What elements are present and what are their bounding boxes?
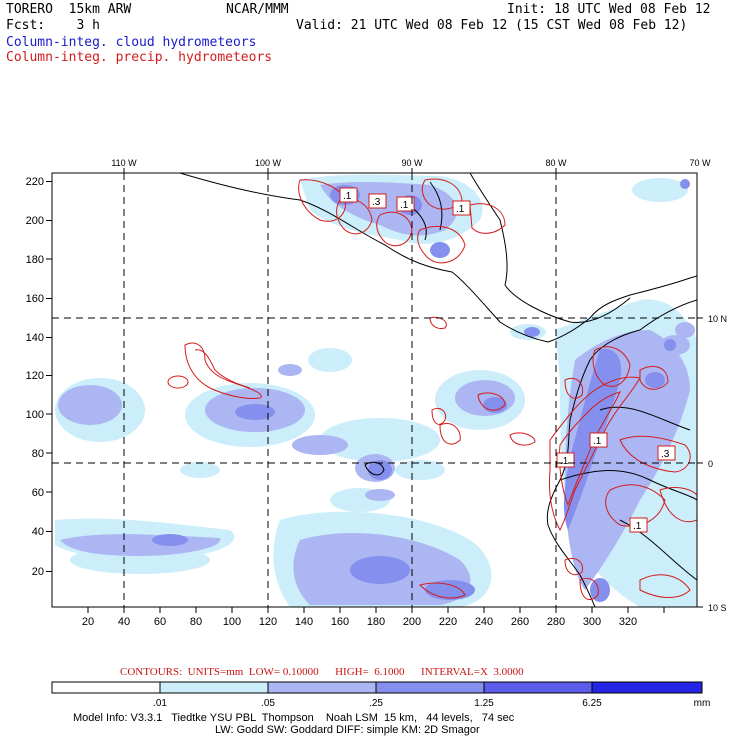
x-tick: 200 (403, 616, 421, 628)
model-info-line1: Model Info: V3.3.1 Tiedtke YSU PBL Thomp… (73, 712, 515, 724)
center-label: NCAR/MMM (226, 2, 289, 17)
y-tick: 140 (26, 332, 44, 344)
colorbar-level: .01 (153, 698, 167, 709)
x-tick: 40 (118, 616, 130, 628)
y-tick: 160 (26, 293, 44, 305)
x-tick: 160 (331, 616, 349, 628)
top-axis: 110 W 100 W 90 W 80 W 70 W (111, 158, 711, 173)
contour-label: .1 (560, 456, 569, 467)
x-tick: 280 (547, 616, 565, 628)
y-tick: 220 (26, 176, 44, 188)
lat-lon-grid (52, 173, 697, 607)
lon-label: 90 W (401, 158, 423, 168)
valid-time: Valid: 21 UTC Wed 08 Feb 12 (15 CST Wed … (296, 18, 688, 33)
x-tick: 240 (475, 616, 493, 628)
y-tick: 120 (26, 370, 44, 382)
coastline-layer (179, 173, 697, 607)
x-tick: 80 (190, 616, 202, 628)
lon-label: 100 W (255, 158, 282, 168)
contour-label: .1 (400, 200, 409, 211)
colorbar-level: .25 (369, 698, 383, 709)
colorbar-unit: mm (694, 698, 711, 709)
lat-label: 10 N (708, 314, 727, 324)
y-tick: 80 (32, 448, 44, 460)
model-name: TORERO 15km ARW (6, 2, 132, 17)
lat-label: 0 (708, 459, 713, 469)
colorbar-level: 1.25 (474, 698, 494, 709)
lon-label: 110 W (111, 158, 137, 168)
contour-label: .3 (661, 449, 670, 460)
left-axis: 20 40 60 80 100 120 140 160 180 200 220 (26, 176, 52, 578)
model-info-line2: LW: Godd SW: Goddard DIFF: simple KM: 2D… (215, 724, 480, 736)
y-tick: 180 (26, 254, 44, 266)
colorbar-level: 6.25 (582, 698, 602, 709)
x-tick: 100 (223, 616, 241, 628)
x-tick: 260 (511, 616, 529, 628)
lon-label: 80 W (545, 158, 567, 168)
x-tick: 180 (367, 616, 385, 628)
contour-label: .3 (372, 197, 381, 208)
lat-label: 10 S (708, 603, 727, 613)
bottom-axis: 20 40 60 80 100 120 140 160 180 200 220 … (82, 607, 665, 628)
x-tick: 220 (439, 616, 457, 628)
x-tick: 320 (619, 616, 637, 628)
contour-label: .1 (633, 521, 642, 532)
y-tick: 60 (32, 487, 44, 499)
lon-label: 70 W (689, 158, 711, 168)
field-cloud-label: Column-integ. cloud hydrometeors (6, 35, 257, 50)
x-tick: 140 (295, 616, 313, 628)
cloud-fill-layer (55, 174, 697, 607)
x-tick: 300 (583, 616, 601, 628)
field-precip-label: Column-integ. precip. hydrometeors (6, 50, 273, 65)
right-axis: 10 N 0 10 S (697, 314, 727, 613)
contour-info: CONTOURS: UNITS=mm LOW= 0.10000 HIGH= 6.… (120, 666, 524, 678)
colorbar: .01 .05 .25 1.25 6.25 mm (51, 681, 711, 709)
y-tick: 40 (32, 526, 44, 538)
y-tick: 100 (26, 409, 44, 421)
y-tick: 20 (32, 566, 44, 578)
init-time: Init: 18 UTC Wed 08 Feb 12 (507, 2, 711, 17)
contour-label: .1 (593, 436, 602, 447)
forecast-hour: Fcst: 3 h (6, 18, 100, 33)
colorbar-level: .05 (261, 698, 275, 709)
plot-frame (51, 172, 698, 608)
contour-label: .1 (343, 191, 352, 202)
x-tick: 60 (154, 616, 166, 628)
x-tick: 120 (259, 616, 277, 628)
x-tick: 20 (82, 616, 94, 628)
contour-label: .1 (456, 204, 465, 215)
y-tick: 200 (26, 215, 44, 227)
